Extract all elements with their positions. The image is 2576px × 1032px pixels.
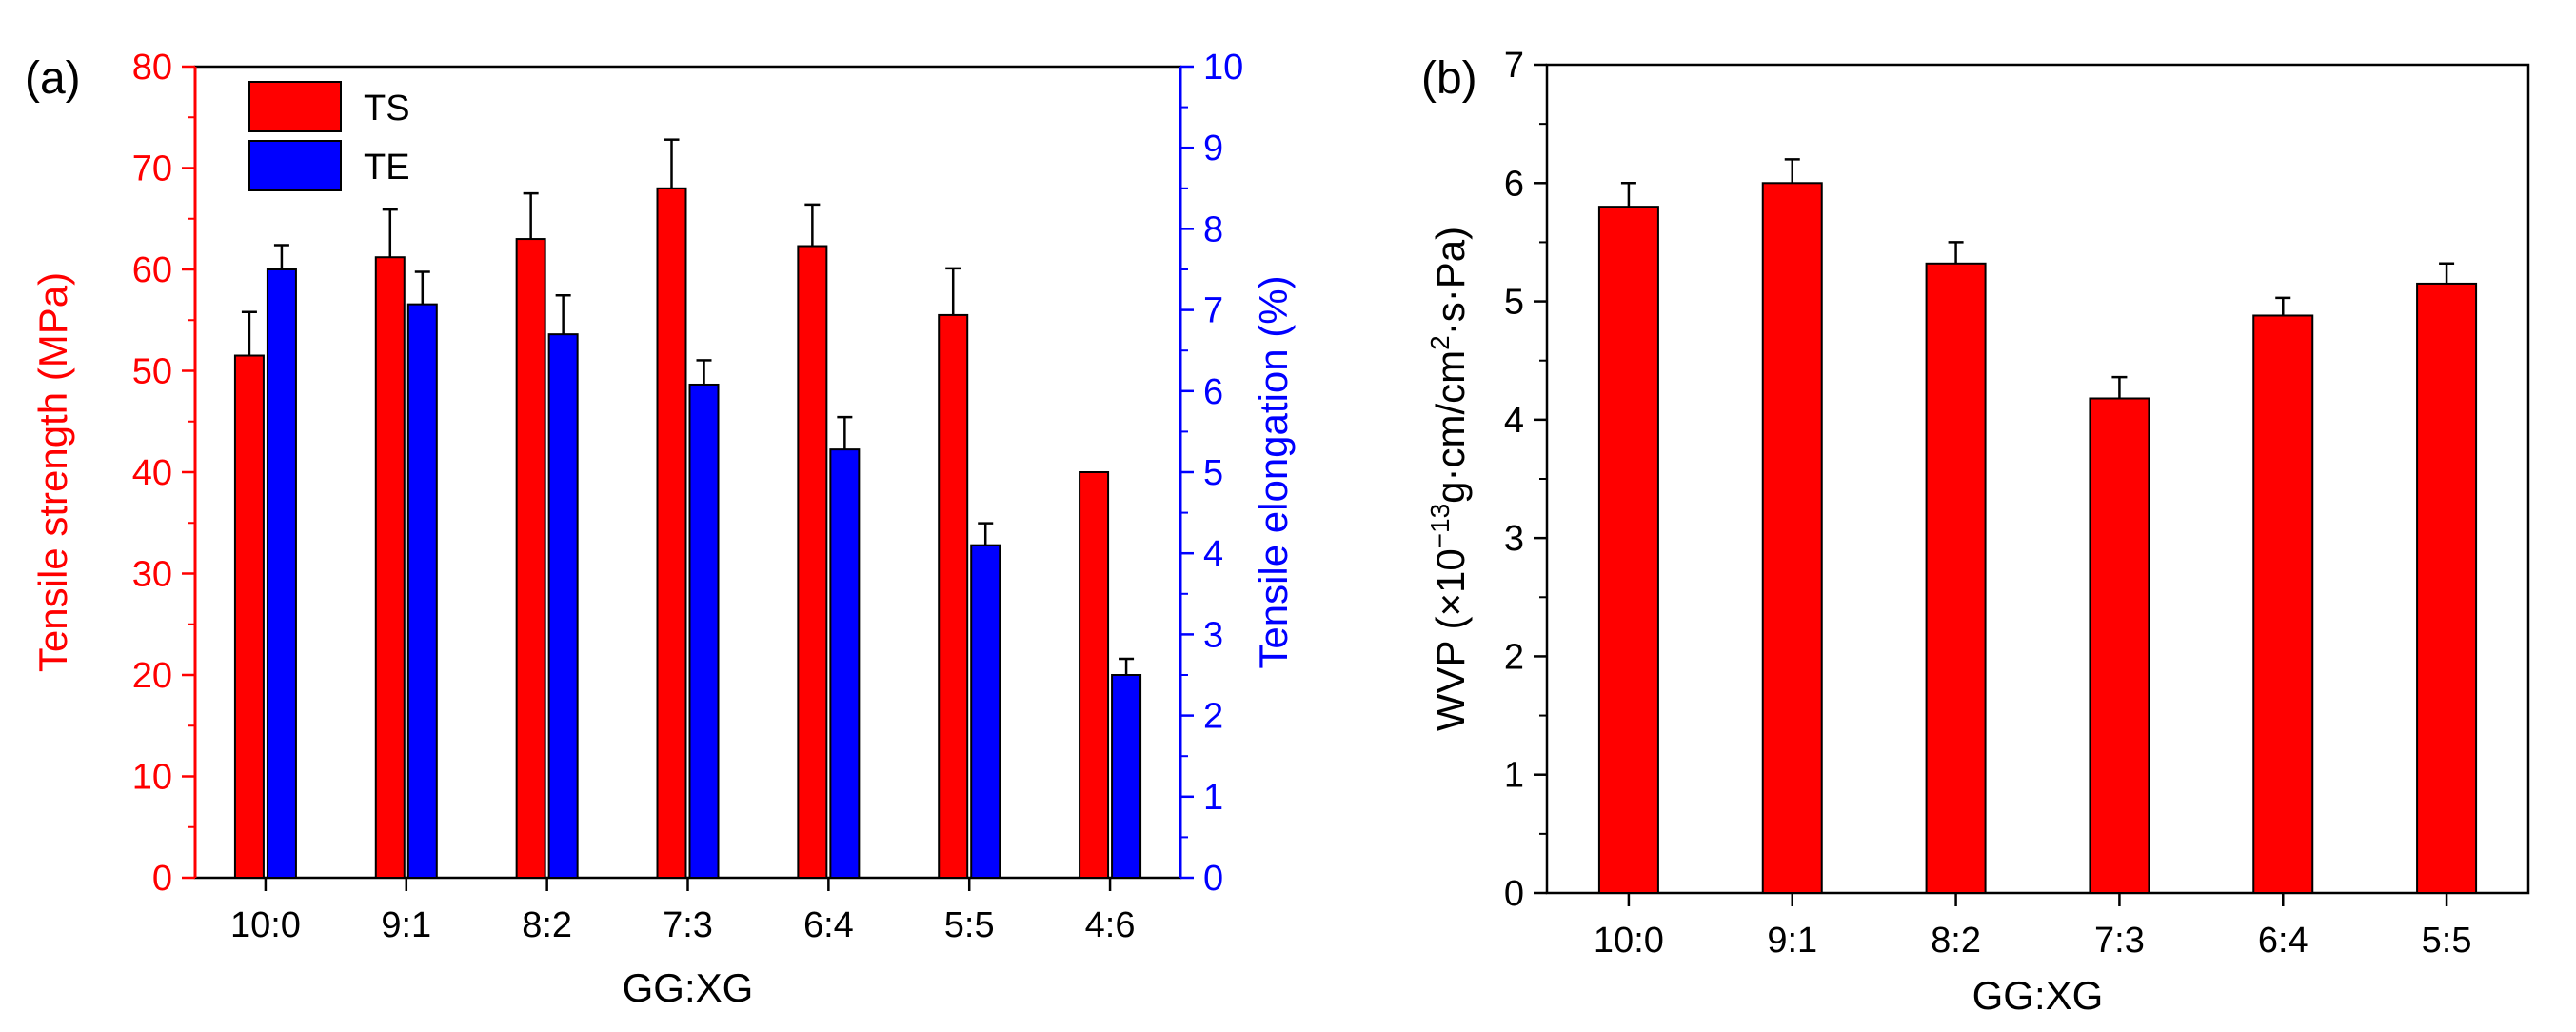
- legend-swatch-te: [248, 140, 342, 191]
- left-tick-label: 10: [132, 758, 172, 798]
- te-bar: [688, 383, 720, 879]
- right-tick-label: 8: [1203, 209, 1223, 249]
- right-tick-label: 5: [1203, 453, 1223, 493]
- te-bar: [829, 448, 861, 879]
- wvp-bar: [1925, 262, 1987, 894]
- x-tick-label: 5:5: [944, 905, 995, 945]
- x-tick-label: 8:2: [1931, 921, 1981, 961]
- y-axis-title-part: WVP (×10: [1428, 548, 1473, 731]
- x-axis-title: GG:XG: [623, 965, 754, 1010]
- x-tick-label: 6:4: [2258, 921, 2308, 961]
- ts-bar: [1079, 471, 1110, 879]
- right-tick-label: 6: [1203, 372, 1223, 412]
- y-tick-label: 0: [1504, 874, 1524, 914]
- wvp-bar: [1761, 182, 1823, 895]
- x-tick-label: 5:5: [2422, 921, 2472, 961]
- te-bar: [970, 544, 1001, 879]
- y-tick-label: 3: [1504, 519, 1524, 559]
- right-tick-label: 1: [1203, 778, 1223, 818]
- x-tick-label: 10:0: [1594, 921, 1664, 961]
- left-tick-label: 40: [132, 453, 172, 493]
- left-axis-title: Tensile strength (MPa): [30, 272, 75, 672]
- y-tick-label: 2: [1504, 637, 1524, 677]
- y-axis-title-part: ·s·Pa): [1428, 227, 1473, 335]
- right-tick-label: 3: [1203, 615, 1223, 655]
- right-tick-label: 7: [1203, 291, 1223, 331]
- wvp-bar: [2416, 282, 2478, 894]
- x-tick-label: 10:0: [230, 905, 301, 945]
- left-tick-label: 20: [132, 656, 172, 696]
- wvp-bar: [2252, 314, 2314, 894]
- y-axis-title: WVP (×10−13g·cm/cm2·s·Pa): [1425, 227, 1473, 731]
- y-tick-label: 4: [1504, 401, 1524, 441]
- legend-label-ts: TS: [364, 89, 410, 129]
- x-tick-label: 4:6: [1085, 905, 1136, 945]
- left-tick-label: 0: [152, 859, 172, 899]
- te-bar: [547, 333, 579, 880]
- y-axis-title-superscript: −13: [1425, 504, 1455, 549]
- te-bar: [266, 268, 297, 879]
- right-axis-title: Tensile elongation (%): [1251, 275, 1296, 668]
- wvp-bar: [1597, 206, 1659, 894]
- panel-b-wvp-chart: 0 1 2 3 4 5 6 7 10:0 9:1 8:2 7:3 6:4 5:5 WVP (×10−13g·…: [1421, 46, 2530, 1018]
- legend-swatch-ts: [248, 81, 342, 132]
- right-tick-label: 4: [1203, 534, 1223, 574]
- panel-a-tensile-chart: 0 10 20 30 40 50 60 70 80 0 1 2 3 4 5 6 7 8 9 10 10:0 9:1 8:2 7…: [25, 48, 1296, 1010]
- ts-bar: [233, 354, 265, 879]
- ts-bar: [374, 256, 406, 880]
- legend-label-te: TE: [364, 148, 410, 188]
- te-bar: [406, 303, 438, 879]
- right-tick-label: 2: [1203, 697, 1223, 737]
- left-tick-label: 30: [132, 555, 172, 595]
- wvp-bar: [2089, 397, 2150, 894]
- x-tick-label: 8:2: [522, 905, 572, 945]
- y-axis-title-superscript: 2: [1425, 335, 1455, 350]
- left-tick-label: 70: [132, 149, 172, 189]
- ts-bar: [515, 238, 546, 880]
- panel-label: (b): [1421, 53, 1477, 104]
- x-tick-label: 9:1: [1767, 921, 1817, 961]
- plot-frame: [1545, 63, 2530, 895]
- panel-label: (a): [25, 53, 81, 104]
- x-tick-label: 9:1: [381, 905, 431, 945]
- y-tick-label: 6: [1504, 164, 1524, 204]
- x-axis-title: GG:XG: [1972, 973, 2104, 1018]
- te-bar: [1111, 674, 1142, 879]
- right-tick-label: 9: [1203, 129, 1223, 169]
- x-tick-label: 7:3: [2094, 921, 2145, 961]
- y-axis-title-part: g·cm/cm: [1428, 350, 1473, 504]
- x-tick-label: 7:3: [663, 905, 713, 945]
- ts-bar: [656, 187, 687, 880]
- right-tick-label: 10: [1203, 48, 1243, 88]
- y-tick-label: 5: [1504, 283, 1524, 323]
- left-tick-label: 50: [132, 352, 172, 392]
- left-tick-label: 60: [132, 250, 172, 290]
- left-tick-label: 80: [132, 48, 172, 88]
- y-tick-label: 7: [1504, 46, 1524, 86]
- ts-bar: [797, 245, 828, 879]
- y-tick-label: 1: [1504, 756, 1524, 796]
- ts-bar: [938, 313, 969, 879]
- right-tick-label: 0: [1203, 859, 1223, 899]
- x-tick-label: 6:4: [803, 905, 854, 945]
- plot-frame: [193, 65, 1182, 880]
